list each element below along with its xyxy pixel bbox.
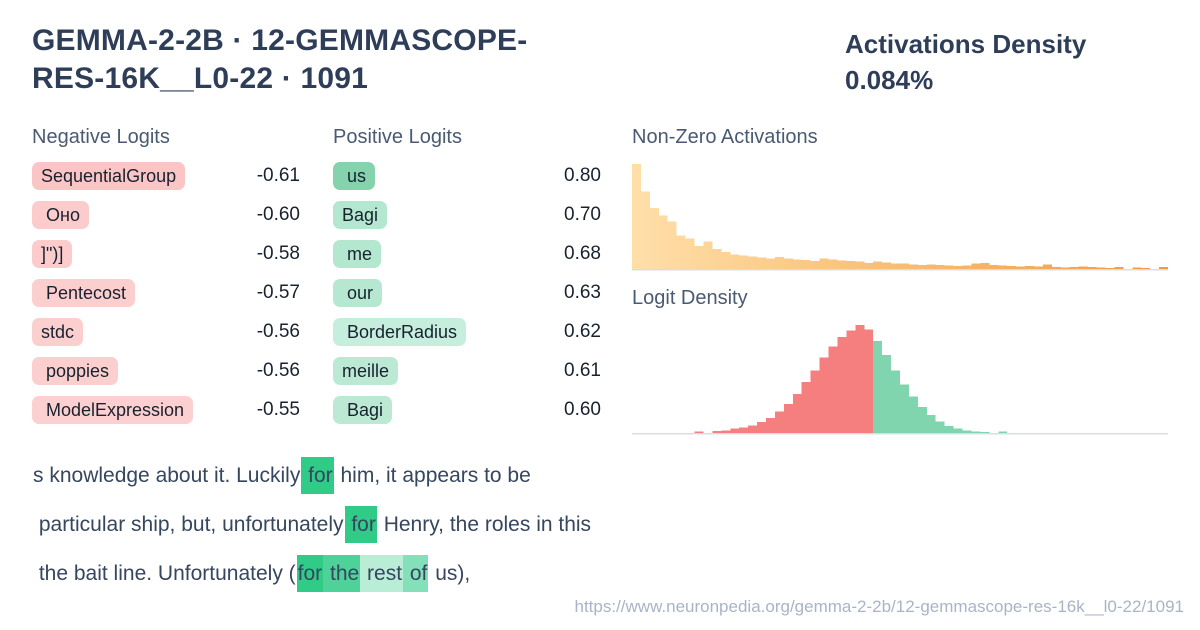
- sample-token: us),: [429, 562, 471, 585]
- logit-row: SequentialGroup -0.61: [32, 162, 300, 190]
- neuronpedia-url[interactable]: https://www.neuronpedia.org/gemma-2-2b/1…: [574, 597, 1184, 616]
- logit-row: me 0.68: [333, 240, 601, 268]
- sample-line: the bait line. Unfortunately (for the re…: [32, 555, 792, 592]
- token-badge: Bagi: [333, 201, 388, 229]
- logit-value: -0.57: [256, 282, 300, 303]
- logit-row: ]")] -0.58: [32, 240, 300, 268]
- sample-token-highlighted: for: [296, 555, 324, 592]
- negative-logits-heading: Negative Logits: [32, 126, 170, 148]
- token-badge: BorderRadius: [333, 318, 467, 346]
- token-badge: SequentialGroup: [32, 162, 186, 190]
- activations-density-value: 0.084%: [845, 65, 934, 95]
- logit-row: BorderRadius 0.62: [333, 318, 601, 346]
- sample-line: particular ship, but, unfortunately for …: [32, 506, 792, 543]
- sample-token-highlighted: rest: [360, 555, 404, 592]
- logit-value: -0.55: [256, 399, 300, 420]
- logit-density-histogram: [632, 324, 1168, 435]
- logit-row: Оно -0.60: [32, 201, 300, 229]
- sample-token-highlighted: of: [403, 555, 429, 592]
- token-badge: meille: [333, 357, 399, 385]
- logit-value: 0.68: [564, 243, 601, 264]
- sample-token-highlighted: for: [344, 506, 377, 543]
- logit-density-title: Logit Density: [632, 287, 748, 309]
- logit-row: poppies -0.56: [32, 357, 300, 385]
- logit-value: -0.61: [256, 165, 300, 186]
- page-title: GEMMA-2-2B · 12-GEMMASCOPE-RES-16K__L0-2…: [32, 24, 528, 95]
- sample-token: particular ship, but, unfortunately: [33, 513, 344, 536]
- sample-token: him, it appears to be: [334, 464, 531, 487]
- logit-value: -0.60: [256, 204, 300, 225]
- activations-histogram: [632, 164, 1168, 271]
- logit-row: meille 0.61: [333, 357, 601, 385]
- token-badge: Bagi: [333, 396, 393, 424]
- logit-value: -0.56: [256, 321, 300, 342]
- sample-token-highlighted: for: [301, 457, 334, 494]
- logit-value: 0.62: [564, 321, 601, 342]
- logit-row: Pentecost -0.57: [32, 279, 300, 307]
- sample-token: Henry, the roles in this: [377, 513, 592, 536]
- positive-logits-heading: Positive Logits: [333, 126, 462, 148]
- positive-logits-column: Positive Logits us 0.80 Bagi 0.70 me 0.68 ou…: [333, 126, 601, 435]
- logit-row: ModelExpression -0.55: [32, 396, 300, 424]
- token-badge: me: [333, 240, 382, 268]
- token-badge: Оно: [32, 201, 89, 229]
- activations-density: Activations Density 0.084%: [845, 26, 1185, 98]
- token-badge: ModelExpression: [32, 396, 194, 424]
- sample-token-highlighted: the: [323, 555, 361, 592]
- token-badge: Pentecost: [32, 279, 136, 307]
- negative-logits-list: SequentialGroup -0.61 Оно -0.60 ]")] -0.58 P…: [32, 162, 300, 424]
- logit-row: our 0.63: [333, 279, 601, 307]
- logit-value: 0.61: [564, 360, 601, 381]
- sample-line: s knowledge about it. Luckily for him, i…: [32, 457, 792, 494]
- logit-value: 0.63: [564, 282, 601, 303]
- logit-row: us 0.80: [333, 162, 601, 190]
- activation-text-samples: s knowledge about it. Luckily for him, i…: [32, 457, 792, 605]
- logit-row: Bagi 0.70: [333, 201, 601, 229]
- sample-token: the bait line. Unfortunately (: [33, 562, 296, 585]
- token-badge: us: [333, 162, 376, 190]
- token-badge: stdc: [32, 318, 84, 346]
- activations-density-label: Activations Density: [845, 29, 1087, 59]
- token-badge: our: [333, 279, 383, 307]
- logit-value: -0.58: [256, 243, 300, 264]
- positive-logits-list: us 0.80 Bagi 0.70 me 0.68 our 0.63 BorderRadi…: [333, 162, 601, 424]
- logit-row: stdc -0.56: [32, 318, 300, 346]
- token-badge: ]")]: [32, 240, 73, 268]
- logit-value: 0.70: [564, 204, 601, 225]
- token-badge: poppies: [32, 357, 119, 385]
- activations-histogram-title: Non-Zero Activations: [632, 126, 818, 148]
- negative-logits-column: Negative Logits SequentialGroup -0.61 Оно…: [32, 126, 300, 435]
- logit-row: Bagi 0.60: [333, 396, 601, 424]
- logit-value: 0.60: [564, 399, 601, 420]
- logit-value: -0.56: [256, 360, 300, 381]
- sample-token: s knowledge about it. Luckily: [33, 464, 301, 487]
- logit-value: 0.80: [564, 165, 601, 186]
- charts-column: Non-Zero Activations Logit Density: [632, 126, 1168, 435]
